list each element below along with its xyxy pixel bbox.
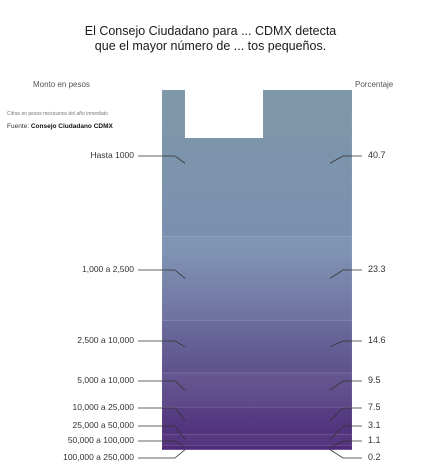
left-leader-7 [138,449,186,459]
source-prefix: Fuente: [7,123,30,130]
left-leader-0 [138,155,186,164]
category-label-2: 2,500 a 10,000 [77,335,134,345]
value-label-7: 0.2 [368,452,381,462]
category-label-7: 100,000 a 250,000 [63,452,134,462]
bar-segment-5 [161,433,353,446]
note-text: Cifras en pesos mexicanos del año inmedi… [7,111,108,117]
category-label-3: 5,000 a 10,000 [77,375,134,385]
source-line: Fuente: Consejo Ciudadano CDMX [7,123,113,130]
left-leader-5 [138,425,186,440]
value-label-0: 40.7 [368,150,386,160]
left-column-header: Monto en pesos [33,80,90,89]
leader-lines [138,155,362,459]
right-leader-4 [329,407,362,421]
category-label-5: 25,000 a 50,000 [72,420,134,430]
bar-segment-1 [161,236,353,321]
right-leader-1 [329,269,362,279]
category-label-6: 50,000 a 100,000 [67,435,134,445]
left-leader-1 [138,269,186,279]
left-leader-3 [138,380,186,391]
source-name: Consejo Ciudadano CDMX [30,123,113,130]
right-leader-7 [329,449,362,459]
column-background [162,90,352,450]
right-column-header: Porcentaje [355,80,394,89]
category-label-1: 1,000 a 2,500 [82,264,134,274]
bar-segment-7 [161,449,353,451]
chart-title-line-1: El Consejo Ciudadano para ... CDMX detec… [84,24,337,38]
value-label-5: 3.1 [368,420,381,430]
right-leader-2 [329,340,362,348]
right-leader-3 [329,380,362,391]
bar-segment-3 [161,372,353,408]
value-label-4: 7.5 [368,402,381,412]
value-label-6: 1.1 [368,435,381,445]
value-label-1: 23.3 [368,264,386,274]
column-segments [161,89,353,451]
right-leader-0 [329,155,362,164]
title-cutout-box [185,80,263,138]
bar-segment-4 [161,406,353,435]
left-leader-6 [138,440,186,448]
chart-title-line-2: que el mayor número de ... tos pequeños. [94,39,327,53]
category-label-4: 10,000 a 25,000 [72,402,134,412]
right-leader-6 [329,440,362,448]
left-leader-2 [138,340,186,348]
left-leader-4 [138,407,186,421]
right-leader-5 [329,425,362,441]
value-label-2: 14.6 [368,335,386,345]
value-label-3: 9.5 [368,375,381,385]
bar-segment-6 [161,445,353,450]
category-label-0: Hasta 1000 [90,150,134,160]
bar-segment-2 [161,320,353,374]
